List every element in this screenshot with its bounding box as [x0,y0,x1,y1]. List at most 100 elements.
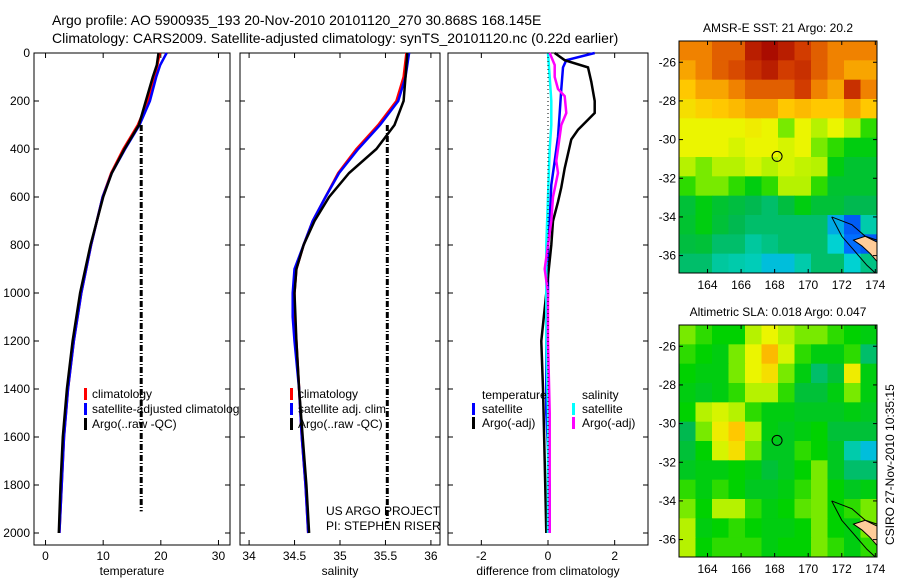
y-tick-label: -36 [659,533,677,547]
heatmap-cell [745,460,762,481]
heatmap-cell [811,118,828,139]
heatmap-cell [728,460,746,481]
heatmap-cell [811,176,828,197]
heatmap-cell [728,195,746,216]
heatmap-cell [860,79,878,100]
heatmap-cell [761,176,779,197]
heatmap-cell [745,325,762,345]
heatmap-cell [679,441,696,461]
map-title: AMSR-E SST: 21 Argo: 20.2 [703,21,853,35]
heatmap-cell [695,118,713,139]
y-tick-label: -30 [659,133,677,147]
heatmap-cell [811,234,828,255]
heatmap-cell [695,421,713,442]
heatmap-cell [728,383,746,403]
heatmap-cell [712,234,729,255]
heatmap-cell [778,99,795,119]
heatmap-cell [745,499,762,519]
heatmap-cell [695,499,713,519]
heatmap-cell [679,253,696,274]
heatmap-cell [712,460,729,481]
heatmap-cell [811,215,828,235]
heatmap-cell [811,79,828,100]
heatmap-cell [778,479,795,500]
heatmap-cell [728,215,746,235]
heatmap-cell [778,60,795,81]
heatmap-cell [827,41,845,61]
x-tick-label: 174 [865,562,885,576]
series-argo [57,52,160,534]
heatmap-cell [712,157,729,177]
heatmap-cell [728,499,746,519]
heatmap-cell [745,176,762,197]
heatmap-cell [728,402,746,423]
heatmap-cell [860,383,878,403]
heatmap-cell [695,363,713,384]
x-tick-label: 166 [731,562,751,576]
heatmap-cell [679,215,696,235]
heatmap-cell [712,325,729,345]
heatmap-cell [827,537,845,558]
heatmap-cell [827,344,845,365]
heatmap-cell [860,41,878,61]
heatmap-cell [778,537,795,558]
heatmap-cell [860,402,878,423]
bathymetry-contour [831,500,876,558]
heatmap-cell [778,518,795,539]
legend-swatch [84,403,87,415]
heatmap-cell [860,60,878,81]
heatmap-cell [860,195,878,216]
heatmap-cell [745,234,762,255]
x-tick-label: 0 [42,549,49,563]
y-tick-label: -28 [659,378,677,392]
heatmap-cell [695,253,713,274]
y-tick-label: -26 [659,339,677,353]
legend-swatch [290,403,293,415]
heatmap-cell [761,344,779,365]
heatmap-cell [844,383,861,403]
heatmap-cell [811,383,828,403]
legend-swatch [572,417,575,429]
heatmap-cell [745,60,762,81]
heatmap-cell [761,325,779,345]
heatmap-cell [679,363,696,384]
heatmap-cell [712,363,729,384]
heatmap-cell [712,479,729,500]
x-tick-label: 168 [765,278,785,292]
heatmap-cell [827,60,845,81]
heatmap-cell [761,234,779,255]
heatmap-cell [844,137,861,158]
x-tick-label: 164 [698,562,718,576]
heatmap-cell [745,99,762,119]
heatmap-cell [778,41,795,61]
x-tick-label: 36 [424,549,438,563]
heatmap-cell [679,195,696,216]
heatmap-cell [728,441,746,461]
y-tick-label: 0 [23,46,30,60]
heatmap-cell [761,499,779,519]
y-tick-label: -32 [659,455,677,469]
x-axis-label: salinity [322,564,359,578]
x-tick-label: 2 [611,549,618,563]
x-tick-label: 172 [832,562,852,576]
heatmap-cell [728,176,746,197]
heatmap-cell [712,383,729,403]
heatmap-cell [679,60,696,81]
float-position-marker [771,434,783,446]
heatmap-cell [712,195,729,216]
heatmap-cell [860,215,878,235]
x-tick-label: 170 [798,562,818,576]
legend-item: Argo(-adj) [582,416,635,430]
panel-salinity: 34 34.5 35 35.5 36 salinity climatologysatelli… [239,52,441,578]
heatmap-cell [695,325,713,345]
heatmap-cell [695,344,713,365]
heatmap-cell [679,325,696,345]
heatmap-cell [794,60,812,81]
x-tick-label: 174 [865,278,885,292]
heatmap-cell [860,118,878,139]
heatmap-cell [712,79,729,100]
heatmap-cell [712,137,729,158]
heatmap-cell [745,479,762,500]
heatmap-cell [728,479,746,500]
